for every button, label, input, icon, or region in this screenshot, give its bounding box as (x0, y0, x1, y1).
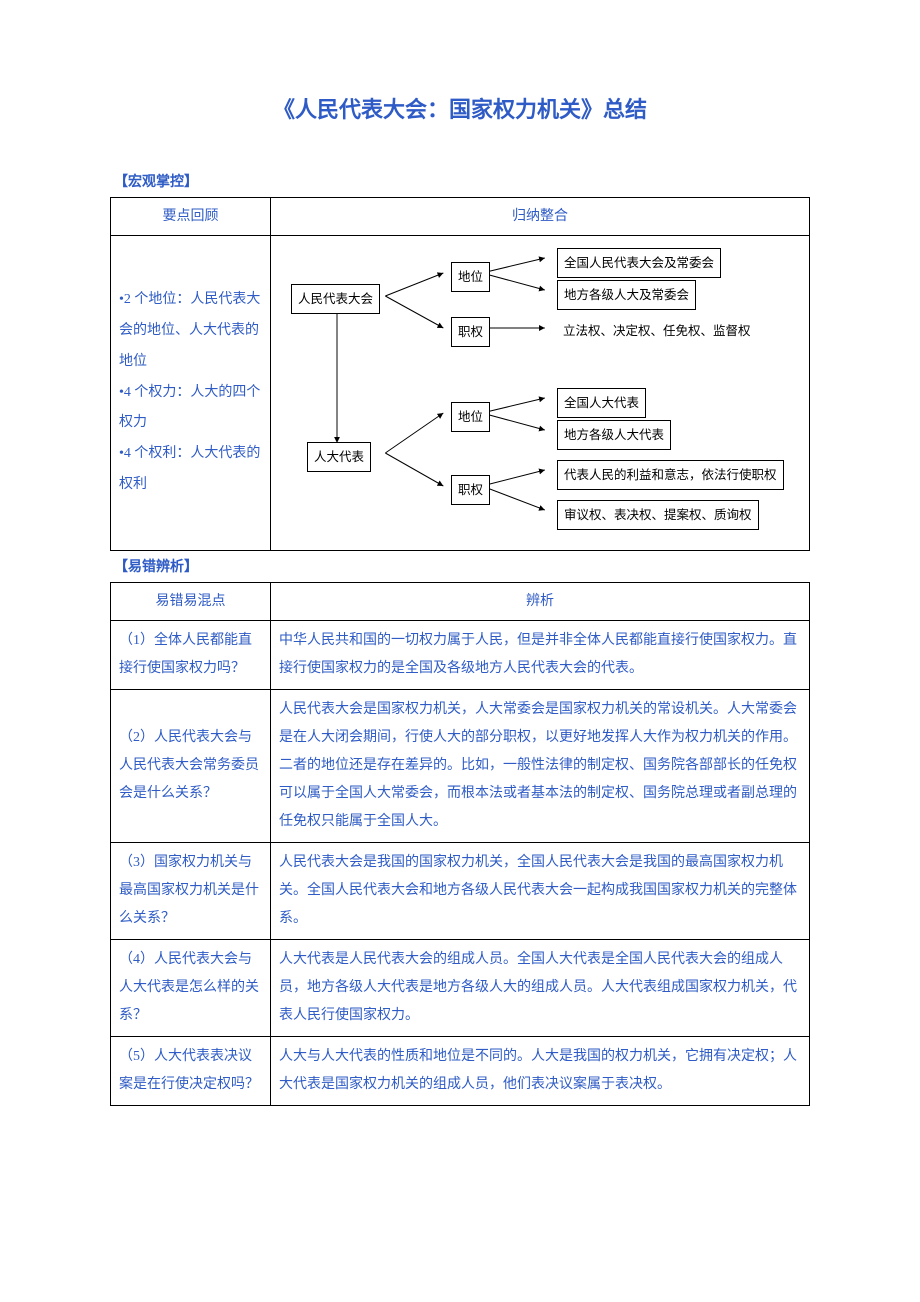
s1-header-right: 归纳整合 (271, 197, 810, 235)
s1-header-left: 要点回顾 (111, 197, 271, 235)
table-row: （2）人民代表大会与人民代表大会常务委员会是什么关系？ 人民代表大会是国家权力机… (111, 690, 810, 843)
a-cell: 中华人民共和国的一切权力属于人民，但是并非全体人民都能直接行使国家权力。直接行使… (271, 621, 810, 690)
section2-label: 【易错辨析】 (114, 555, 810, 580)
q-cell: （2）人民代表大会与人民代表大会常务委员会是什么关系？ (111, 690, 271, 843)
node-pow-1: 职权 (451, 317, 490, 348)
node-root2: 人大代表 (307, 442, 371, 473)
a-cell: 人民代表大会是我国的国家权力机关，全国人民代表大会是我国的最高国家权力机关。全国… (271, 843, 810, 940)
node-leaf: 立法权、决定权、任免权、监督权 (557, 317, 757, 346)
node-leaf: 地方各级人大及常委会 (557, 280, 696, 311)
s2-header-left: 易错易混点 (111, 583, 271, 621)
table-row: （1）全体人民都能直接行使国家权力吗？ 中华人民共和国的一切权力属于人民，但是并… (111, 621, 810, 690)
s1-bullets: •2 个地位：人民代表大会的地位、人大代表的地位 •4 个权力：人大的四个权力 … (111, 235, 271, 550)
node-pos-2: 地位 (451, 402, 490, 433)
s2-header-right: 辨析 (271, 583, 810, 621)
node-root1: 人民代表大会 (291, 284, 380, 315)
node-leaf: 全国人民代表大会及常委会 (557, 248, 721, 279)
table-row: （4）人民代表大会与人大代表是怎么样的关系？ 人大代表是人民代表大会的组成人员。… (111, 940, 810, 1037)
node-leaf: 地方各级人大代表 (557, 420, 671, 451)
section1-label: 【宏观掌控】 (114, 170, 810, 195)
page-title: 《人民代表大会：国家权力机关》总结 (110, 90, 810, 130)
q-cell: （3）国家权力机关与最高国家权力机关是什么关系？ (111, 843, 271, 940)
node-pow-2: 职权 (451, 475, 490, 506)
section1-table: 要点回顾 归纳整合 •2 个地位：人民代表大会的地位、人大代表的地位 •4 个权… (110, 197, 810, 551)
node-leaf: 审议权、表决权、提案权、质询权 (557, 500, 759, 531)
bullet-item: •4 个权利：人大代表的权利 (119, 439, 262, 501)
table-row: （5）人大代表表决议案是在行使决定权吗？ 人大与人大代表的性质和地位是不同的。人… (111, 1037, 810, 1106)
table-row: （3）国家权力机关与最高国家权力机关是什么关系？ 人民代表大会是我国的国家权力机… (111, 843, 810, 940)
a-cell: 人大代表是人民代表大会的组成人员。全国人大代表是全国人民代表大会的组成人员，地方… (271, 940, 810, 1037)
bullet-item: •2 个地位：人民代表大会的地位、人大代表的地位 (119, 285, 262, 377)
bullet-item: •4 个权力：人大的四个权力 (119, 378, 262, 440)
q-cell: （5）人大代表表决议案是在行使决定权吗？ (111, 1037, 271, 1106)
node-pos-1: 地位 (451, 262, 490, 293)
section2-table: 易错易混点 辨析 （1）全体人民都能直接行使国家权力吗？ 中华人民共和国的一切权… (110, 582, 810, 1106)
a-cell: 人大与人大代表的性质和地位是不同的。人大是我国的权力机关，它拥有决定权；人大代表… (271, 1037, 810, 1106)
q-cell: （4）人民代表大会与人大代表是怎么样的关系？ (111, 940, 271, 1037)
a-cell: 人民代表大会是国家权力机关，人大常委会是国家权力机关的常设机关。人大常委会是在人… (271, 690, 810, 843)
node-leaf: 代表人民的利益和意志，依法行使职权 (557, 460, 784, 491)
q-cell: （1）全体人民都能直接行使国家权力吗？ (111, 621, 271, 690)
node-leaf: 全国人大代表 (557, 388, 646, 419)
s1-diagram: 人民代表大会 地位 职权 全国人民代表大会及常委会 地方各级人大及常委会 立法权… (271, 235, 810, 550)
